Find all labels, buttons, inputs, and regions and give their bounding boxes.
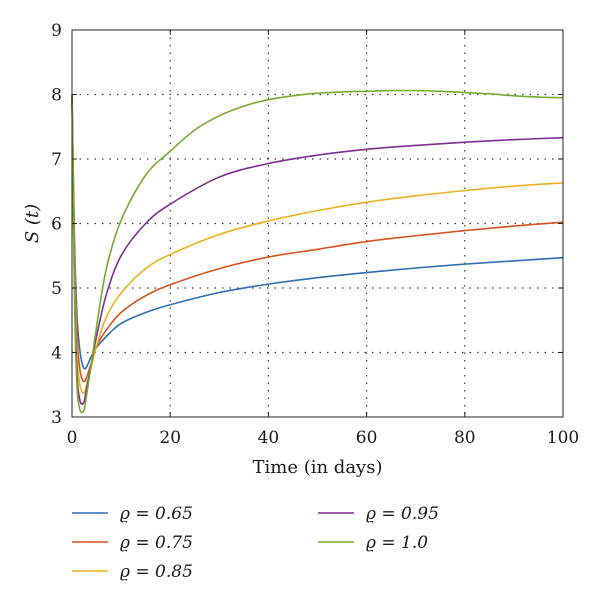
y-tick-label: 4 [51, 344, 62, 364]
legend-label-2: ϱ = 0.75 [120, 533, 193, 553]
series-line-5 [71, 89, 564, 414]
x-axis-title: Time (in days) [253, 457, 383, 478]
y-tick-label: 3 [51, 408, 62, 428]
legend-label-3: ϱ = 0.85 [120, 562, 193, 582]
y-tick-label: 7 [51, 150, 62, 170]
x-tick-label: 80 [454, 428, 476, 448]
y-axis-title: S (t) [22, 204, 43, 243]
legend-label-1: ϱ = 0.65 [120, 504, 193, 524]
plot-background [72, 30, 563, 417]
series-line-4 [71, 94, 564, 406]
axis-ticks: 0 20 40 60 80 100 3 4 5 6 7 8 9 [51, 21, 579, 448]
x-tick-label: 40 [258, 428, 280, 448]
grid-lines [72, 30, 563, 417]
x-tick-label: 20 [159, 428, 181, 448]
y-tick-label: 6 [51, 215, 62, 235]
x-tick-label: 60 [356, 428, 378, 448]
legend: ϱ = 0.65 ϱ = 0.75 ϱ = 0.85 ϱ = 0.95 ϱ = 1.0 [72, 504, 439, 582]
series-line-2 [71, 94, 564, 383]
series-lines [71, 89, 564, 414]
y-tick-label: 5 [51, 279, 62, 299]
x-tick-label: 100 [547, 428, 579, 448]
legend-label-5: ϱ = 1.0 [366, 533, 428, 553]
y-tick-label: 9 [51, 21, 62, 41]
series-line-3 [71, 94, 564, 394]
series-line-1 [71, 94, 564, 370]
x-tick-label: 0 [67, 428, 78, 448]
legend-label-4: ϱ = 0.95 [366, 504, 439, 524]
y-tick-label: 8 [51, 86, 62, 106]
